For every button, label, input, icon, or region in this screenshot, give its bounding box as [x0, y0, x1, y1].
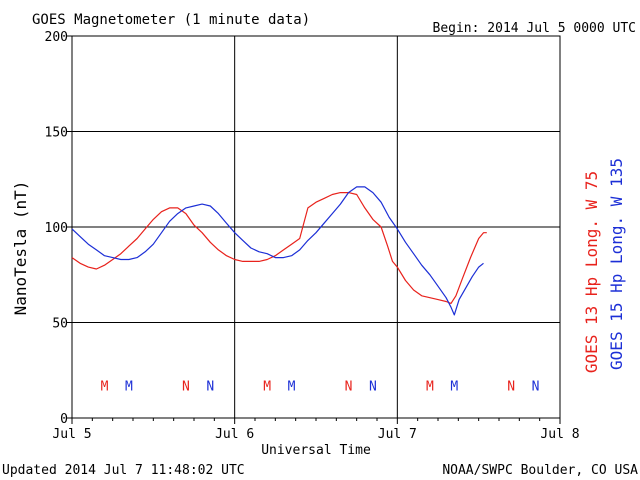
y-tick-label: 100 — [45, 221, 68, 236]
chart-title: GOES Magnetometer (1 minute data) — [32, 12, 310, 28]
grid — [72, 36, 560, 418]
y-tick-label: 0 — [60, 412, 68, 427]
updated-timestamp: Updated 2014 Jul 7 11:48:02 UTC — [2, 463, 245, 478]
y-tick-label: 50 — [52, 317, 68, 332]
y-axis-ticks: 0 50 100 150 200 — [45, 30, 72, 427]
y-tick-label: 200 — [45, 30, 68, 45]
y-axis-title: NanoTesla (nT) — [11, 181, 30, 316]
series-line-goes15 — [71, 186, 484, 316]
marker-n-label: N — [345, 380, 353, 395]
x-axis-title: Universal Time — [261, 443, 371, 458]
begin-time: Begin: 2014 Jul 5 0000 UTC — [433, 21, 637, 36]
legend-goes13: GOES 13 Hp Long. W 75 — [582, 171, 601, 373]
legend-goes15: GOES 15 Hp Long. W 135 — [607, 158, 626, 370]
marker-m-label: M — [101, 380, 109, 395]
x-tick-label: Jul 6 — [215, 427, 254, 442]
marker-n-label: N — [369, 380, 377, 395]
marker-m-label: M — [288, 380, 296, 395]
marker-m-label: M — [263, 380, 271, 395]
x-axis-ticks: Jul 5 Jul 6 Jul 7 Jul 8 — [52, 418, 580, 442]
source-credit: NOAA/SWPC Boulder, CO USA — [442, 463, 638, 478]
marker-n-label: N — [507, 380, 515, 395]
series-line-goes13 — [71, 192, 487, 304]
x-tick-label: Jul 5 — [52, 427, 91, 442]
marker-labels: M N M N M NM N M N M N — [101, 380, 540, 395]
marker-n-label: N — [182, 380, 190, 395]
marker-n-label: N — [532, 380, 540, 395]
marker-m-label: M — [450, 380, 458, 395]
y-tick-label: 150 — [45, 126, 68, 141]
x-tick-label: Jul 8 — [540, 427, 579, 442]
series-layer — [71, 186, 487, 316]
marker-n-label: N — [206, 380, 214, 395]
marker-m-label: M — [426, 380, 434, 395]
marker-m-label: M — [125, 380, 133, 395]
x-tick-label: Jul 7 — [378, 427, 417, 442]
